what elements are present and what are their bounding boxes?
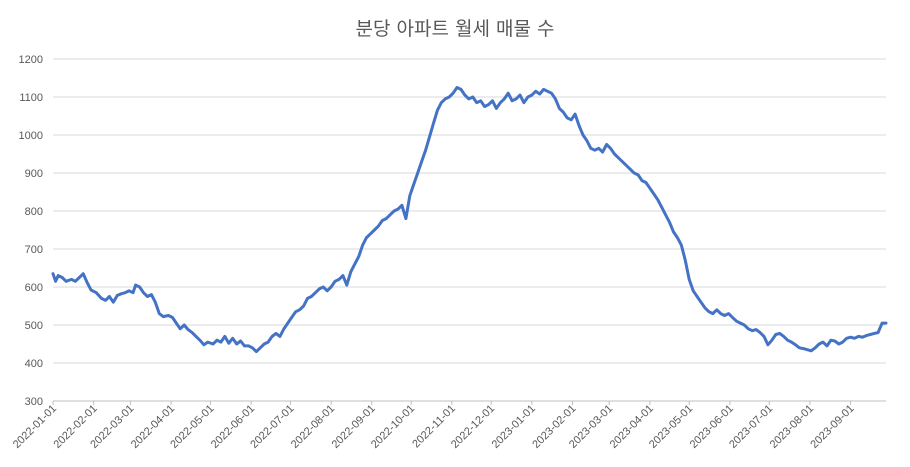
y-tick-label: 400 [25,358,43,370]
y-tick-label: 900 [25,168,43,180]
y-tick-label: 300 [25,396,43,408]
y-tick-label: 1100 [19,92,43,104]
x-axis-ticks: 2022-01-012022-02-012022-03-012022-04-01… [11,401,857,451]
y-tick-label: 500 [25,320,43,332]
y-tick-label: 1200 [19,54,43,66]
y-tick-label: 1000 [19,130,43,142]
y-axis-ticks: 300 400 500 600 700 800 900 1000 1100 1200 [19,54,43,408]
series-layer [51,86,888,354]
chart-title: 분당 아파트 월세 매물 수 [355,18,555,40]
gridlines [53,58,886,402]
y-tick-label: 800 [25,206,43,218]
y-tick-label: 700 [25,244,43,256]
x-tick-label: 2023-09-01 [808,403,856,451]
series-line [51,86,888,354]
y-tick-label: 600 [25,282,43,294]
